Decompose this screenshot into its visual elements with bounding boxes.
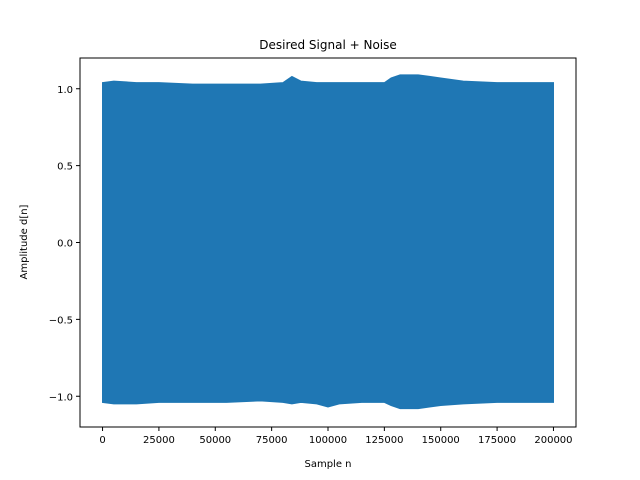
x-tick-label: 200000 bbox=[534, 435, 572, 446]
x-tick-label: 175000 bbox=[478, 435, 516, 446]
y-tick-label: 0.5 bbox=[57, 162, 73, 173]
x-axis-label: Sample n bbox=[304, 459, 351, 470]
x-tick-label: 25000 bbox=[143, 435, 175, 446]
x-axis: 0 25000 50000 75000 100000 125000 150000 175000… bbox=[99, 427, 573, 446]
chart-title: Desired Signal + Noise bbox=[259, 38, 397, 52]
y-axis: −1.0 −0.5 0.0 0.5 1.0 bbox=[49, 85, 80, 403]
x-tick-label: 0 bbox=[99, 435, 105, 446]
y-tick-label: −0.5 bbox=[49, 315, 73, 326]
plot-area bbox=[102, 74, 554, 410]
signal-series-0 bbox=[102, 74, 554, 410]
y-tick-label: 0.0 bbox=[57, 239, 73, 250]
y-tick-label: 1.0 bbox=[57, 85, 73, 96]
x-tick-label: 100000 bbox=[309, 435, 347, 446]
x-tick-label: 50000 bbox=[199, 435, 231, 446]
x-tick-label: 125000 bbox=[365, 435, 403, 446]
y-axis-label: Amplitude d[n] bbox=[19, 204, 30, 279]
x-tick-label: 75000 bbox=[256, 435, 288, 446]
x-tick-label: 150000 bbox=[422, 435, 460, 446]
y-tick-label: −1.0 bbox=[49, 392, 73, 403]
